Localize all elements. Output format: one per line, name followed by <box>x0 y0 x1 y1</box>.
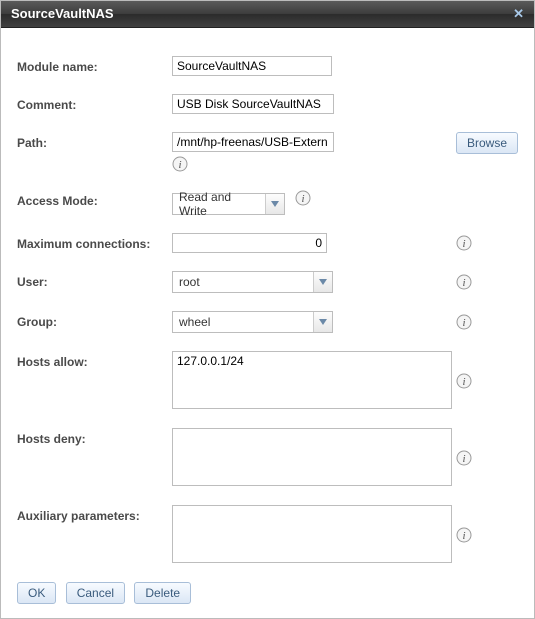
form-content: Module name: Comment: Path: <box>1 28 534 618</box>
chevron-down-icon[interactable] <box>313 312 332 332</box>
svg-text:i: i <box>462 238 465 250</box>
form-table: Module name: Comment: Path: <box>17 50 518 576</box>
comment-label: Comment: <box>17 88 172 126</box>
svg-text:i: i <box>301 193 304 205</box>
svg-text:i: i <box>462 317 465 329</box>
group-select[interactable]: wheel <box>172 311 333 333</box>
chevron-down-icon[interactable] <box>265 194 284 214</box>
aux-params-label: Auxiliary parameters: <box>17 499 172 576</box>
info-icon[interactable]: i <box>456 527 472 543</box>
aux-params-input[interactable] <box>172 505 452 563</box>
svg-text:i: i <box>462 530 465 542</box>
module-name-label: Module name: <box>17 50 172 88</box>
group-label: Group: <box>17 305 172 345</box>
info-icon[interactable]: i <box>295 190 311 206</box>
info-icon[interactable]: i <box>456 274 472 290</box>
user-value: root <box>173 272 313 292</box>
access-mode-select[interactable]: Read and Write <box>172 193 285 215</box>
titlebar[interactable]: SourceVaultNAS ✕ <box>1 1 534 28</box>
info-icon[interactable]: i <box>456 314 472 330</box>
ok-button[interactable]: OK <box>17 582 56 604</box>
window-title: SourceVaultNAS <box>11 1 114 27</box>
path-label: Path: <box>17 126 172 184</box>
user-select[interactable]: root <box>172 271 333 293</box>
max-conn-input[interactable] <box>172 233 327 253</box>
delete-button[interactable]: Delete <box>134 582 191 604</box>
max-conn-label: Maximum connections: <box>17 227 172 265</box>
hosts-deny-label: Hosts deny: <box>17 422 172 499</box>
chevron-down-icon[interactable] <box>313 272 332 292</box>
svg-text:i: i <box>462 453 465 465</box>
info-icon[interactable]: i <box>172 156 188 172</box>
svg-text:i: i <box>462 277 465 289</box>
svg-text:i: i <box>178 159 181 171</box>
module-name-input[interactable] <box>172 56 332 76</box>
hosts-allow-label: Hosts allow: <box>17 345 172 422</box>
cancel-button[interactable]: Cancel <box>66 582 125 604</box>
group-value: wheel <box>173 312 313 332</box>
info-icon[interactable]: i <box>456 373 472 389</box>
hosts-allow-input[interactable] <box>172 351 452 409</box>
user-label: User: <box>17 265 172 305</box>
close-icon[interactable]: ✕ <box>513 1 524 27</box>
access-mode-label: Access Mode: <box>17 184 172 227</box>
dialog: SourceVaultNAS ✕ Module name: Comment: P… <box>0 0 535 619</box>
access-mode-value: Read and Write <box>173 194 265 214</box>
svg-text:i: i <box>462 376 465 388</box>
browse-button[interactable]: Browse <box>456 132 518 154</box>
info-icon[interactable]: i <box>456 235 472 251</box>
comment-input[interactable] <box>172 94 334 114</box>
info-icon[interactable]: i <box>456 450 472 466</box>
dialog-footer: OK Cancel Delete <box>17 582 518 604</box>
path-input[interactable] <box>172 132 334 152</box>
hosts-deny-input[interactable] <box>172 428 452 486</box>
